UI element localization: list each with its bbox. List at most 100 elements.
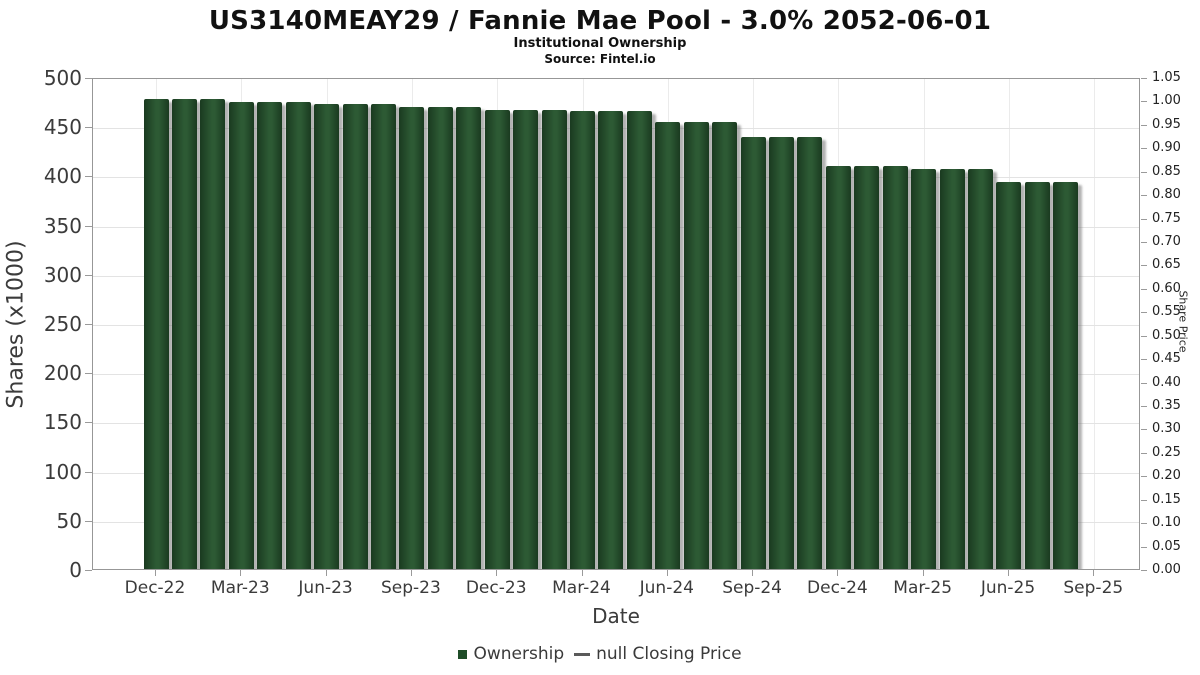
chart-title: US3140MEAY29 / Fannie Mae Pool - 3.0% 20… (208, 6, 992, 36)
x-tick-label-Mar-24: Mar-24 (552, 578, 611, 598)
y-right-tickmark-0.15 (1141, 499, 1147, 501)
y-left-tick-label-400: 400 (43, 164, 82, 189)
y-left-tick-label-200: 200 (43, 361, 82, 386)
x-tick-label-Dec-24: Dec-24 (807, 578, 868, 598)
bar-Sep-24[interactable] (740, 137, 766, 569)
y-axis-right-title: Share Price (1176, 290, 1190, 353)
bar-Mar-25[interactable] (911, 168, 937, 569)
bar-Aug-23[interactable] (370, 103, 396, 569)
bar-Jun-25[interactable] (996, 182, 1022, 569)
bar-Apr-25[interactable] (939, 168, 965, 569)
y-left-tick-label-250: 250 (43, 312, 82, 336)
y-right-tickmark-0.75 (1141, 218, 1147, 220)
bar-Jan-23[interactable] (171, 98, 197, 569)
legend-label-ownership: Ownership (473, 644, 565, 664)
x-tickmark-Jun-23 (325, 570, 327, 576)
x-tickmark-Jun-24 (666, 570, 668, 576)
bar-Jun-23[interactable] (314, 103, 340, 569)
y-right-tick-label-0.00: 0.00 (1152, 562, 1181, 577)
y-right-tick-label-0.20: 0.20 (1152, 468, 1181, 484)
bar-Jul-25[interactable] (1024, 182, 1050, 569)
bar-Feb-25[interactable] (882, 165, 908, 569)
y-right-tickmark-0.00 (1141, 570, 1147, 571)
legend-item-ownership[interactable]: Ownership (458, 644, 564, 664)
bar-Mar-23[interactable] (228, 101, 254, 569)
y-right-tick-label-0.95: 0.95 (1152, 116, 1181, 132)
bar-May-23[interactable] (285, 101, 311, 569)
bar-Apr-23[interactable] (257, 101, 283, 569)
y-right-tickmark-0.70 (1141, 242, 1147, 243)
bar-Mar-24[interactable] (569, 111, 595, 569)
y-right-tick-label-0.30: 0.30 (1152, 421, 1181, 437)
y-right-tick-label-0.65: 0.65 (1152, 257, 1181, 273)
bar-May-24[interactable] (626, 111, 652, 569)
y-right-tickmark-0.85 (1141, 171, 1147, 173)
x-tick-label-Jun-23: Jun-23 (298, 578, 353, 598)
y-right-tickmark-0.10 (1141, 523, 1147, 525)
y-left-tick-label-100: 100 (43, 459, 82, 484)
x-tickmark-Dec-22 (155, 570, 156, 576)
x-tick-label-Mar-23: Mar-23 (210, 578, 270, 598)
y-left-tickmark-450 (85, 127, 92, 129)
x-tick-label-Mar-25: Mar-25 (893, 578, 953, 598)
chart-subtitle: Institutional Ownership (513, 36, 687, 51)
x-tickmark-Mar-25 (922, 570, 924, 576)
y-right-tick-label-1.00: 1.00 (1152, 93, 1181, 109)
bar-Jul-24[interactable] (683, 122, 709, 569)
y-right-tickmark-0.65 (1141, 265, 1147, 267)
bar-Jun-24[interactable] (655, 122, 681, 569)
y-right-tickmark-1.05 (1141, 78, 1147, 79)
y-right-tick-label-0.25: 0.25 (1152, 444, 1181, 460)
y-left-tick-label-0: 0 (69, 558, 82, 582)
bar-Jan-24[interactable] (513, 109, 539, 569)
y-left-tick-label-450: 450 (43, 115, 82, 140)
bar-Dec-24[interactable] (825, 165, 851, 569)
y-right-tickmark-0.50 (1141, 335, 1147, 337)
x-tickmark-Sep-25 (1093, 570, 1095, 576)
y-right-tick-label-0.50: 0.50 (1152, 327, 1181, 343)
y-right-tickmark-0.60 (1141, 288, 1147, 290)
y-right-tickmark-0.30 (1141, 429, 1147, 431)
bar-Nov-24[interactable] (797, 137, 823, 569)
bar-Feb-24[interactable] (541, 109, 567, 569)
legend-label-closing-price: null Closing Price (596, 644, 742, 664)
x-tick-label-Sep-23: Sep-23 (380, 578, 441, 598)
y-right-tickmark-0.80 (1141, 195, 1147, 197)
y-right-tick-label-0.40: 0.40 (1152, 374, 1181, 390)
bar-Oct-23[interactable] (427, 106, 453, 569)
y-right-tickmark-0.95 (1141, 124, 1147, 126)
bar-Jan-25[interactable] (854, 165, 880, 569)
y-right-tick-label-0.70: 0.70 (1152, 234, 1181, 249)
legend: Ownership null Closing Price (0, 644, 1200, 664)
bar-Aug-24[interactable] (712, 122, 738, 569)
y-right-tick-label-0.15: 0.15 (1152, 491, 1181, 507)
y-left-tick-label-300: 300 (43, 262, 82, 287)
y-right-tick-label-1.05: 1.05 (1152, 70, 1181, 85)
bar-May-25[interactable] (968, 168, 994, 569)
x-tick-label-Jun-25: Jun-25 (980, 578, 1036, 598)
bar-Dec-23[interactable] (484, 109, 510, 569)
bar-Sep-23[interactable] (399, 106, 425, 569)
ownership-square-marker-icon (458, 649, 468, 659)
bar-Feb-23[interactable] (200, 98, 226, 569)
bar-Apr-24[interactable] (598, 111, 624, 569)
y-left-tick-label-50: 50 (56, 508, 82, 533)
y-left-tickmark-400 (85, 176, 92, 178)
y-right-tick-label-0.60: 0.60 (1152, 280, 1181, 296)
bar-Jul-23[interactable] (342, 103, 368, 569)
y-right-tick-label-0.05: 0.05 (1152, 538, 1181, 554)
legend-item-closing-price[interactable]: null Closing Price (574, 644, 742, 664)
y-right-tick-label-0.80: 0.80 (1152, 187, 1181, 203)
vertical-gridline-Sep-25 (1094, 79, 1096, 569)
x-tickmark-Sep-24 (752, 570, 754, 576)
y-right-tickmark-0.45 (1141, 359, 1147, 361)
bar-Oct-24[interactable] (769, 137, 795, 569)
bar-Dec-22[interactable] (143, 98, 169, 569)
bar-Aug-25[interactable] (1053, 182, 1079, 569)
x-tickmark-Dec-24 (837, 570, 839, 576)
x-tick-label-Dec-22: Dec-22 (124, 578, 186, 598)
bar-Nov-23[interactable] (456, 106, 482, 569)
x-tick-label-Dec-23: Dec-23 (465, 578, 527, 598)
chart-source: Source: Fintel.io (544, 52, 656, 66)
y-left-tickmark-250 (85, 324, 92, 325)
